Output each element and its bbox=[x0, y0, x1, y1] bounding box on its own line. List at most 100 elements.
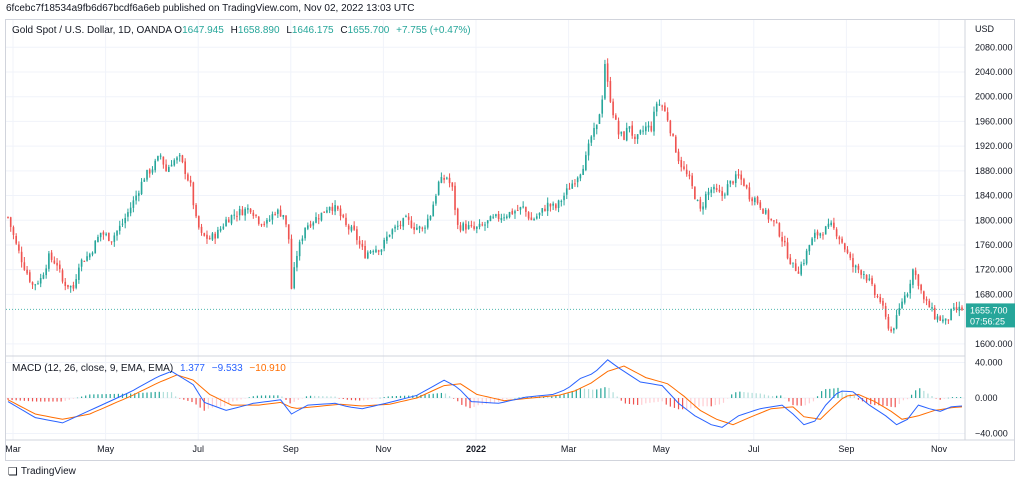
candle-body bbox=[225, 219, 227, 227]
macd-histogram-bar bbox=[244, 398, 246, 399]
symbol-name: Gold Spot / U.S. Dollar, 1D, OANDA bbox=[12, 25, 172, 36]
candle-body bbox=[887, 316, 890, 329]
macd-histogram-bar bbox=[493, 398, 496, 403]
time-tick-label: Nov bbox=[375, 444, 392, 454]
candle-body bbox=[364, 245, 366, 259]
macd-histogram-bar bbox=[457, 398, 459, 402]
chart-frame bbox=[5, 19, 1015, 461]
macd-histogram-bar bbox=[322, 396, 324, 398]
macd-histogram-bar bbox=[383, 397, 385, 398]
macd-histogram-bar bbox=[31, 398, 34, 402]
macd-histogram-bar bbox=[269, 395, 271, 398]
macd-histogram-bar bbox=[305, 396, 308, 398]
candle-body bbox=[803, 263, 805, 265]
macd-histogram-bar bbox=[428, 394, 430, 398]
candle-body bbox=[203, 233, 206, 236]
candle-body bbox=[642, 130, 644, 132]
macd-histogram-bar bbox=[371, 398, 373, 400]
high-label: H bbox=[230, 25, 238, 36]
footer[interactable]: ❏ TradingView bbox=[8, 465, 76, 478]
macd-histogram-bar bbox=[85, 395, 87, 398]
macd-histogram-bar bbox=[808, 398, 810, 404]
candle-body bbox=[110, 241, 113, 243]
macd-histogram-bar bbox=[387, 396, 389, 398]
candle-body bbox=[800, 264, 803, 275]
candle-body bbox=[901, 301, 903, 309]
candle-body bbox=[841, 238, 843, 243]
candle-body bbox=[386, 236, 388, 241]
macd-histogram-bar bbox=[551, 396, 553, 398]
change-value: +7.755 (+0.47%) bbox=[396, 25, 471, 36]
macd-histogram-bar bbox=[804, 398, 806, 406]
candle-body bbox=[301, 238, 304, 242]
macd-histogram-bar bbox=[367, 398, 369, 400]
candle-body bbox=[740, 174, 743, 180]
macd-histogram-bar bbox=[755, 393, 757, 398]
price-tick-label: 2000.000 bbox=[975, 92, 1013, 102]
macd-histogram-bar bbox=[620, 398, 622, 401]
macd-histogram-bar bbox=[706, 398, 708, 407]
candle-body bbox=[39, 278, 42, 284]
open-value: 1647.945 bbox=[182, 25, 224, 36]
candle-body bbox=[628, 126, 631, 129]
candle-body bbox=[830, 222, 832, 226]
candle-body bbox=[312, 222, 315, 226]
candle-body bbox=[503, 217, 505, 219]
candle-body bbox=[538, 212, 541, 216]
candle-body bbox=[197, 216, 200, 228]
macd-histogram-bar bbox=[175, 396, 177, 398]
candle-body bbox=[865, 274, 868, 281]
macd-histogram-bar bbox=[600, 388, 602, 398]
macd-histogram-bar bbox=[277, 395, 279, 398]
macd-histogram-bar bbox=[657, 398, 659, 402]
candle-body bbox=[718, 189, 721, 192]
macd-histogram-bar bbox=[866, 398, 868, 403]
candle-body bbox=[94, 240, 97, 254]
candle-body bbox=[486, 220, 489, 224]
macd-histogram-bar bbox=[628, 398, 631, 404]
candle-body bbox=[868, 278, 871, 281]
candle-body bbox=[484, 224, 486, 226]
candle-body bbox=[227, 219, 230, 223]
price-tick-label: 1680.000 bbox=[975, 289, 1013, 299]
macd-histogram-bar bbox=[829, 388, 831, 398]
candle-body bbox=[88, 254, 91, 258]
macd-histogram-bar bbox=[776, 395, 778, 398]
candle-body bbox=[437, 181, 440, 195]
candle-body bbox=[797, 271, 800, 274]
macd-histogram-bar bbox=[649, 398, 651, 403]
macd-histogram-bar bbox=[506, 398, 508, 400]
candle-body bbox=[931, 307, 933, 309]
candle-body bbox=[860, 270, 862, 275]
candle-body bbox=[909, 283, 912, 294]
brand-name: TradingView bbox=[20, 466, 76, 477]
candle-body bbox=[893, 328, 895, 331]
macd-histogram-bar bbox=[76, 397, 79, 399]
macd-histogram-bar bbox=[530, 396, 532, 398]
candle-body bbox=[56, 262, 58, 266]
macd-histogram-bar bbox=[702, 398, 704, 407]
candle-body bbox=[342, 215, 345, 218]
candle-body bbox=[366, 252, 369, 259]
candle-body bbox=[345, 217, 347, 225]
candle-body bbox=[334, 205, 336, 212]
candle-body bbox=[361, 243, 364, 247]
macd-histogram-bar bbox=[105, 394, 107, 398]
candle-body bbox=[80, 259, 83, 267]
candle-body bbox=[925, 299, 928, 301]
symbol-legend: Gold Spot / U.S. Dollar, 1D, OANDA O1647… bbox=[12, 25, 471, 36]
candle-body bbox=[944, 318, 947, 321]
candle-body bbox=[413, 227, 415, 230]
candle-body bbox=[271, 214, 274, 220]
candle-body bbox=[140, 181, 143, 195]
macd-histogram-bar bbox=[485, 398, 487, 404]
currency-label: USD bbox=[975, 24, 995, 34]
candle-body bbox=[154, 160, 157, 171]
candle-body bbox=[129, 207, 132, 214]
candle-body bbox=[138, 193, 140, 196]
candle-body bbox=[426, 218, 429, 228]
price-tick-label: 1880.000 bbox=[975, 166, 1013, 176]
candle-body bbox=[69, 285, 72, 288]
candle-body bbox=[37, 283, 39, 285]
